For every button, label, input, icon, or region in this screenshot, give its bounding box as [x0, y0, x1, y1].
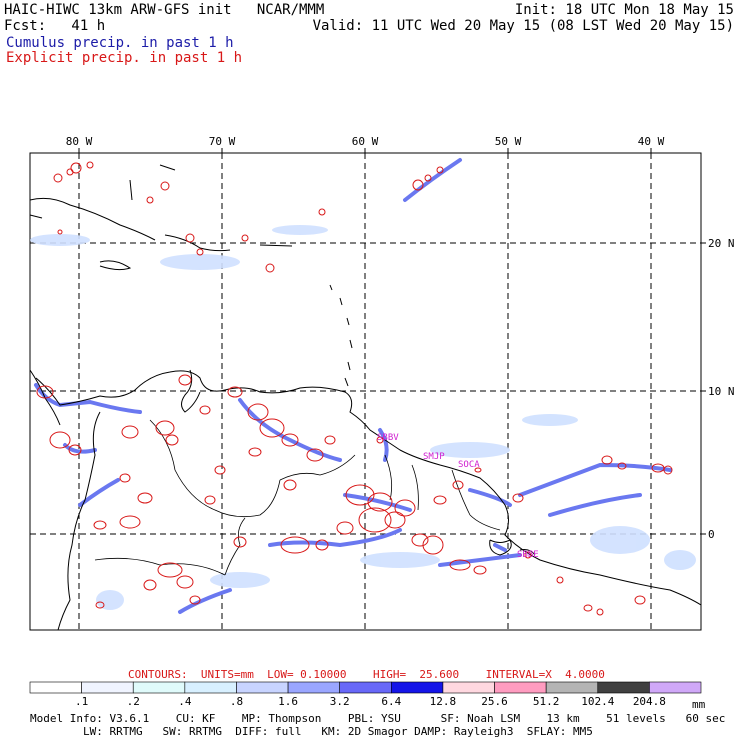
- lat-label-10n: 10 N: [708, 385, 735, 398]
- legend-label: 3.2: [330, 695, 350, 708]
- forecast-hour: Fcst: 41 h: [4, 18, 106, 34]
- legend-label: 12.8: [430, 695, 457, 708]
- legend-swatch: [597, 681, 650, 694]
- legend-label: .4: [178, 695, 192, 708]
- legend-swatch: [442, 681, 495, 694]
- cumulus-precip-bands: [34, 158, 672, 614]
- legend-label: 102.4: [581, 695, 614, 708]
- init-time: Init: 18 UTC Mon 18 May 15: [514, 2, 734, 18]
- legend-swatch: [132, 681, 186, 694]
- lon-label-80w: 80 W: [66, 135, 93, 148]
- lon-label-50w: 50 W: [495, 135, 522, 148]
- lon-label-40w: 40 W: [638, 135, 665, 148]
- legend-label: 1.6: [278, 695, 298, 708]
- station-smjp: SMJP: [423, 452, 445, 462]
- legend-label: 51.2: [533, 695, 560, 708]
- legend-swatch: [81, 681, 134, 694]
- legend-swatch: [494, 681, 547, 694]
- station-sbbv: SBBV: [377, 433, 399, 443]
- model-info-line2: LW: RRTMG SW: RRTMG DIFF: full KM: 2D Sm…: [30, 725, 593, 738]
- legend-swatch: [391, 681, 444, 694]
- legend-label: .2: [127, 695, 140, 708]
- cumulus-label: Cumulus precip. in past 1 h: [6, 35, 234, 51]
- tick-marks: [78, 148, 706, 535]
- lon-label-60w: 60 W: [352, 135, 379, 148]
- lat-label-20n: 20 N: [708, 237, 735, 250]
- valid-time: Valid: 11 UTC Wed 20 May 15 (08 LST Wed …: [312, 18, 734, 34]
- legend-swatch: [545, 681, 599, 694]
- legend-label: 6.4: [381, 695, 401, 708]
- legend-label: .8: [230, 695, 243, 708]
- coastlines: [29, 164, 702, 631]
- legend-swatch: [339, 681, 392, 694]
- lon-label-70w: 70 W: [209, 135, 236, 148]
- model-title: HAIC-HIWC 13km ARW-GFS init NCAR/MMM: [4, 2, 325, 18]
- station-soca: SOCA: [458, 460, 480, 470]
- legend-units: mm: [692, 698, 706, 711]
- legend-swatch: [29, 681, 82, 694]
- contour-info: CONTOURS: UNITS=mm LOW= 0.10000 HIGH= 25…: [128, 668, 605, 681]
- legend-label: .1: [75, 695, 88, 708]
- graticule: [30, 153, 701, 630]
- model-info-line1: Model Info: V3.6.1 CU: KF MP: Thompson P…: [30, 712, 726, 725]
- explicit-precip-contours: [36, 161, 673, 616]
- legend-swatch: [649, 681, 702, 694]
- station-sbbe: SBBE: [517, 550, 539, 560]
- legend-swatch: [236, 681, 289, 694]
- lat-label-0: 0: [708, 528, 715, 541]
- legend-swatch: [184, 681, 237, 694]
- legend-label: 204.8: [633, 695, 666, 708]
- cumulus-precip-light: [30, 225, 696, 610]
- precip-color-legend: .1 .2 .4 .8 1.6 3.2 6.4 12.8 25.6 51.2 102.4 204.8: [29, 681, 702, 708]
- legend-label: 25.6: [481, 695, 508, 708]
- legend-swatch: [287, 681, 340, 694]
- explicit-label: Explicit precip. in past 1 h: [6, 50, 243, 66]
